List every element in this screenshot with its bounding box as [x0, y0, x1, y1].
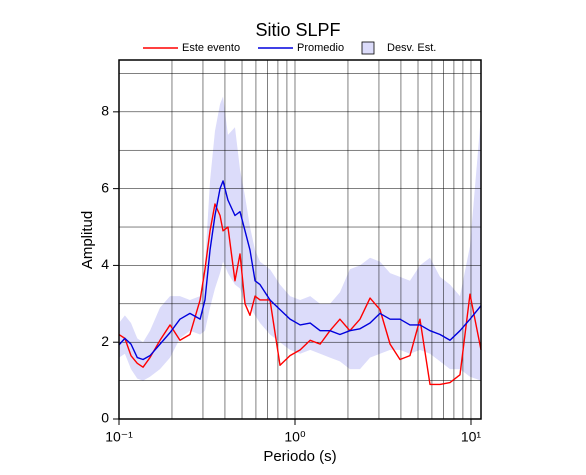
legend-label: Desv. Est. [387, 42, 436, 54]
legend-label: Este evento [182, 42, 240, 54]
y-axis-label: Amplitud [79, 211, 96, 269]
x-tick-label: 10¹ [461, 429, 482, 445]
chart-title: Sitio SLPF [255, 20, 340, 40]
y-tick-label: 6 [101, 179, 109, 195]
std-band [119, 96, 481, 381]
legend-swatch [361, 41, 375, 55]
y-tick-label: 4 [101, 256, 109, 272]
series-line [118, 203, 482, 386]
x-axis-label: Periodo (s) [263, 448, 336, 465]
x-tick-label: 10⁻¹ [105, 429, 133, 445]
legend-label: Promedio [297, 42, 344, 54]
y-tick-label: 2 [101, 333, 109, 349]
y-tick-label: 0 [101, 410, 109, 426]
x-tick-label: 10⁰ [284, 429, 306, 445]
series-line [118, 180, 482, 361]
plot-frame [118, 59, 482, 420]
y-tick-label: 8 [101, 103, 109, 119]
